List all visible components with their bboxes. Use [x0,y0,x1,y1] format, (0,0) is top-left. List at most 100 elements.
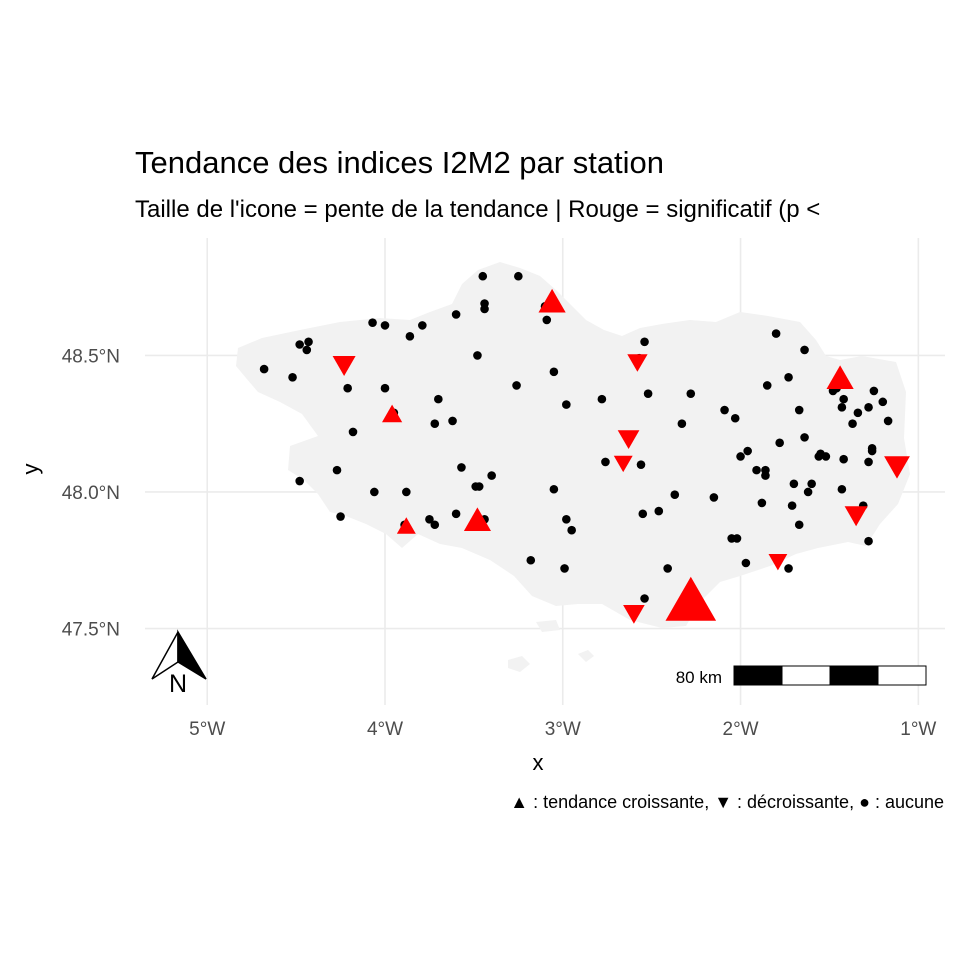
station-no-trend [663,564,672,573]
station-no-trend [800,345,809,355]
station-no-trend [762,381,772,390]
map-subtitle: Taille de l'icone = pente de la tendance… [135,196,820,223]
station-no-trend [800,433,809,442]
station-no-trend [288,372,297,382]
station-trend-up [538,288,566,313]
island-shape [508,656,530,672]
station-no-trend [848,419,857,429]
station-no-trend [775,438,784,448]
station-no-trend [430,520,440,530]
y-tick-label: 47.5°N [62,620,120,641]
station-trend-down [613,455,633,473]
station-no-trend [457,463,466,472]
x-axis-ticks: 5°W 4°W 3°W 2°W 1°W [189,719,936,740]
north-arrow: N [151,629,207,698]
station-no-trend [451,509,461,519]
station-no-trend [597,394,607,404]
station-no-trend [883,416,893,426]
station-no-trend [837,403,847,412]
station-no-trend [370,487,379,497]
station-no-trend [295,340,304,349]
station-no-trend [380,321,390,330]
station-no-trend [789,479,799,489]
station-no-trend [562,400,571,409]
island-shape [536,620,560,632]
station-trend-down [623,605,645,624]
station-no-trend [794,520,804,530]
station-no-trend [451,310,461,319]
station-no-trend [562,514,571,524]
y-tick-label: 48.0°N [62,483,120,504]
station-no-trend [549,367,559,377]
station-no-trend [752,465,761,475]
y-axis-ticks: 47.5°N 48.0°N 48.5°N [62,346,120,640]
station-no-trend [405,332,415,341]
station-no-trend [771,329,781,338]
scale-bar: 80 km [676,665,927,687]
station-trend-down [884,456,910,479]
station-no-trend [336,512,345,521]
station-no-trend [837,484,847,494]
station-no-trend [654,506,664,516]
station-no-trend [304,337,313,347]
station-no-trend [512,381,521,390]
station-no-trend [473,351,482,360]
station-no-trend [480,304,489,314]
station-no-trend [478,271,488,281]
station-trend-up [826,365,854,389]
station-no-trend [514,271,523,281]
station-no-trend [839,394,848,404]
station-no-trend [864,536,873,546]
station-no-trend [601,457,610,467]
station-no-trend [302,345,312,355]
station-no-trend [821,452,831,461]
station-no-trend [430,419,440,429]
land-polygon [236,262,910,628]
station-no-trend [864,457,873,467]
station-no-trend [686,389,696,398]
station-no-trend [542,315,552,325]
station-no-trend [643,389,653,398]
station-no-trend [736,452,745,461]
x-tick-label: 2°W [723,719,759,740]
station-trend-up [665,576,717,621]
station-no-trend [638,509,648,519]
station-no-trend [636,460,646,469]
island-shape [578,650,594,662]
x-tick-label: 4°W [367,719,403,740]
station-no-trend [869,386,879,396]
station-no-trend [784,564,793,573]
scale-segment [781,665,831,686]
station-trend-up [396,517,416,534]
y-axis-title: y [18,464,43,475]
station-no-trend [448,416,457,426]
station-no-trend [549,484,559,494]
station-trend-down [844,506,868,527]
north-label: N [169,670,187,698]
stations-no-trend [259,271,893,603]
station-no-trend [732,534,742,543]
station-no-trend [787,501,797,510]
station-no-trend [380,383,390,393]
station-no-trend [743,446,752,456]
brittany-landmass [236,262,910,672]
station-no-trend [368,318,377,327]
station-no-trend [259,364,269,374]
station-no-trend [348,427,358,437]
station-no-trend [402,487,411,497]
station-no-trend [526,555,536,565]
station-no-trend [670,490,680,500]
station-trend-up [463,507,491,531]
station-no-trend [784,372,793,382]
x-axis-title: x [533,750,544,775]
station-no-trend [560,564,569,573]
station-no-trend [864,403,873,412]
station-no-trend [434,394,443,404]
y-tick-label: 48.5°N [62,346,120,367]
map-panel [145,238,945,705]
x-tick-label: 1°W [900,719,936,740]
station-no-trend [640,337,649,347]
station-no-trend [839,454,848,464]
station-trend-down [332,356,356,376]
